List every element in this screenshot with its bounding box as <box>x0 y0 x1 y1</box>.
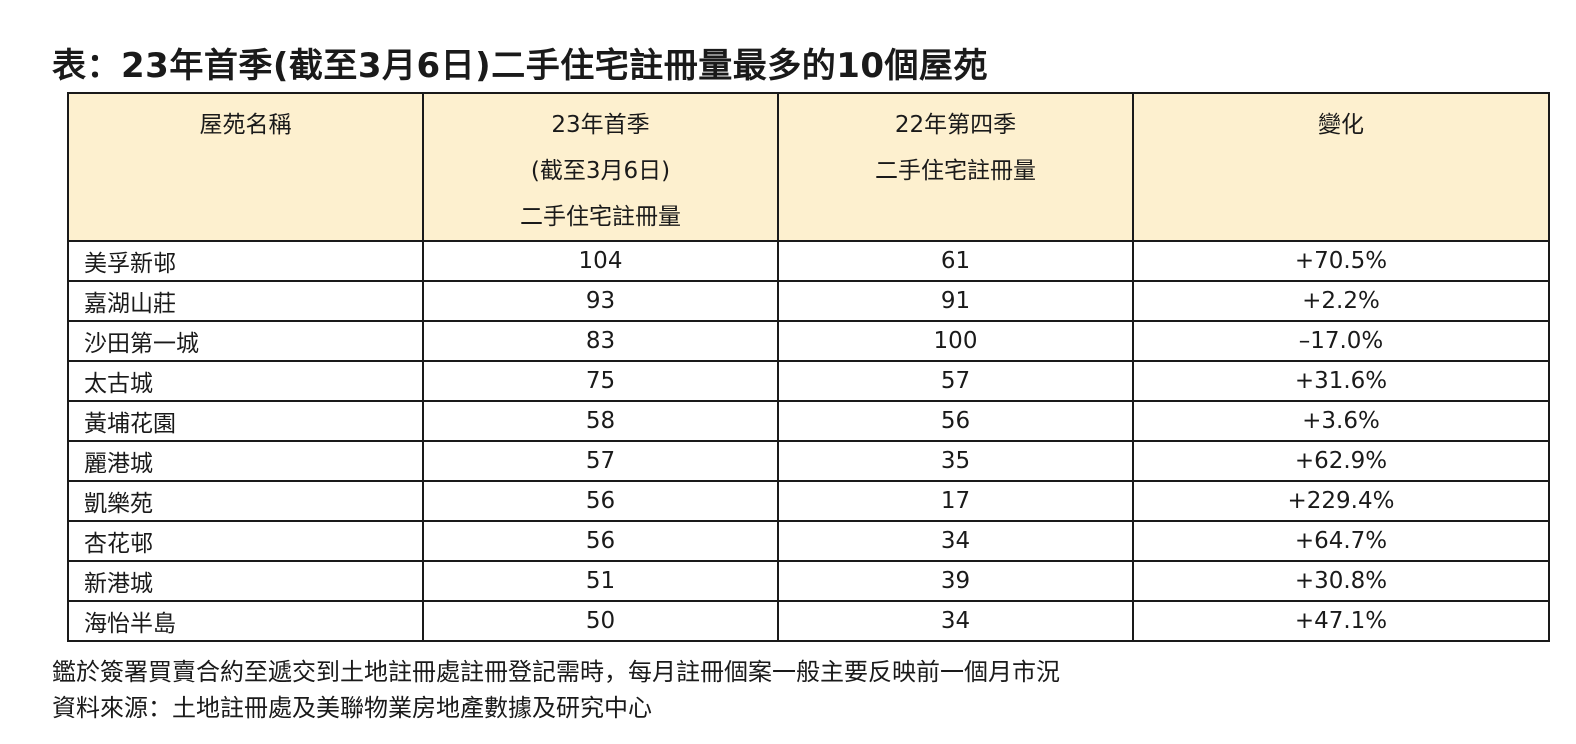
table-row: 凱樂苑 56 17 +229.4% <box>67 480 1550 522</box>
table-body: 美孚新邨 104 61 +70.5% 嘉湖山莊 93 91 +2.2% 沙田第一城 83 100 –1… <box>67 240 1550 642</box>
estate-name-cell: 黃埔花園 <box>67 400 424 442</box>
table-row: 太古城 75 57 +31.6% <box>67 360 1550 402</box>
table-row: 黃埔花園 58 56 +3.6% <box>67 400 1550 442</box>
table-row: 海怡半島 50 34 +47.1% <box>67 600 1550 642</box>
header-q1-2023-line-2: (截至3月6日) <box>530 158 671 184</box>
q4-2022-count-cell: 34 <box>777 520 1134 562</box>
estate-name-cell: 海怡半島 <box>67 600 424 642</box>
change-cell: +229.4% <box>1132 480 1550 522</box>
estate-name-cell: 太古城 <box>67 360 424 402</box>
change-cell: +70.5% <box>1132 240 1550 282</box>
header-estate-name-line-1: 屋苑名稱 <box>199 112 292 138</box>
q4-2022-count-cell: 57 <box>777 360 1134 402</box>
change-cell: +64.7% <box>1132 520 1550 562</box>
header-q1-2023-line-1: 23年首季 <box>551 112 650 138</box>
change-cell: +62.9% <box>1132 440 1550 482</box>
q4-2022-count-cell: 39 <box>777 560 1134 602</box>
estate-name-cell: 沙田第一城 <box>67 320 424 362</box>
table-title: 表：23年首季(截至3月6日)二手住宅註冊量最多的10個屋苑 <box>52 46 989 86</box>
q1-2023-count-cell: 57 <box>422 440 779 482</box>
table-row: 美孚新邨 104 61 +70.5% <box>67 240 1550 282</box>
q4-2022-count-cell: 17 <box>777 480 1134 522</box>
table-row: 麗港城 57 35 +62.9% <box>67 440 1550 482</box>
change-cell: +31.6% <box>1132 360 1550 402</box>
header-change: 變化 <box>1132 92 1550 242</box>
registration-table: 屋苑名稱 23年首季 (截至3月6日) 二手住宅註冊量 22年第四季 二手住宅註… <box>67 92 1550 642</box>
q1-2023-count-cell: 75 <box>422 360 779 402</box>
estate-name-cell: 凱樂苑 <box>67 480 424 522</box>
q1-2023-count-cell: 58 <box>422 400 779 442</box>
table-row: 嘉湖山莊 93 91 +2.2% <box>67 280 1550 322</box>
q1-2023-count-cell: 104 <box>422 240 779 282</box>
header-q1-2023: 23年首季 (截至3月6日) 二手住宅註冊量 <box>422 92 779 242</box>
estate-name-cell: 新港城 <box>67 560 424 602</box>
change-cell: +47.1% <box>1132 600 1550 642</box>
q4-2022-count-cell: 91 <box>777 280 1134 322</box>
table-row: 新港城 51 39 +30.8% <box>67 560 1550 602</box>
q1-2023-count-cell: 50 <box>422 600 779 642</box>
q4-2022-count-cell: 35 <box>777 440 1134 482</box>
table-row: 沙田第一城 83 100 –17.0% <box>67 320 1550 362</box>
header-q1-2023-line-3: 二手住宅註冊量 <box>520 204 681 230</box>
header-q4-2022: 22年第四季 二手住宅註冊量 <box>777 92 1134 242</box>
q4-2022-count-cell: 100 <box>777 320 1134 362</box>
q1-2023-count-cell: 83 <box>422 320 779 362</box>
table-row: 杏花邨 56 34 +64.7% <box>67 520 1550 562</box>
q1-2023-count-cell: 51 <box>422 560 779 602</box>
header-estate-name: 屋苑名稱 <box>67 92 424 242</box>
change-cell: +3.6% <box>1132 400 1550 442</box>
q1-2023-count-cell: 56 <box>422 480 779 522</box>
table-header-row: 屋苑名稱 23年首季 (截至3月6日) 二手住宅註冊量 22年第四季 二手住宅註… <box>67 92 1550 242</box>
footnotes: 鑑於簽署買賣合約至遞交到土地註冊處註冊登記需時，每月註冊個案一般主要反映前一個月… <box>52 654 1060 726</box>
header-q4-2022-line-2: 二手住宅註冊量 <box>875 158 1036 184</box>
change-cell: –17.0% <box>1132 320 1550 362</box>
header-q4-2022-line-1: 22年第四季 <box>894 112 1017 138</box>
change-cell: +2.2% <box>1132 280 1550 322</box>
q4-2022-count-cell: 61 <box>777 240 1134 282</box>
change-cell: +30.8% <box>1132 560 1550 602</box>
estate-name-cell: 美孚新邨 <box>67 240 424 282</box>
q1-2023-count-cell: 56 <box>422 520 779 562</box>
q4-2022-count-cell: 56 <box>777 400 1134 442</box>
estate-name-cell: 麗港城 <box>67 440 424 482</box>
estate-name-cell: 杏花邨 <box>67 520 424 562</box>
header-change-line-1: 變化 <box>1318 112 1364 138</box>
q1-2023-count-cell: 93 <box>422 280 779 322</box>
footnote-registration-lag: 鑑於簽署買賣合約至遞交到土地註冊處註冊登記需時，每月註冊個案一般主要反映前一個月… <box>52 658 1060 686</box>
footnote-data-source: 資料來源：土地註冊處及美聯物業房地產數據及研究中心 <box>52 694 652 722</box>
estate-name-cell: 嘉湖山莊 <box>67 280 424 322</box>
q4-2022-count-cell: 34 <box>777 600 1134 642</box>
